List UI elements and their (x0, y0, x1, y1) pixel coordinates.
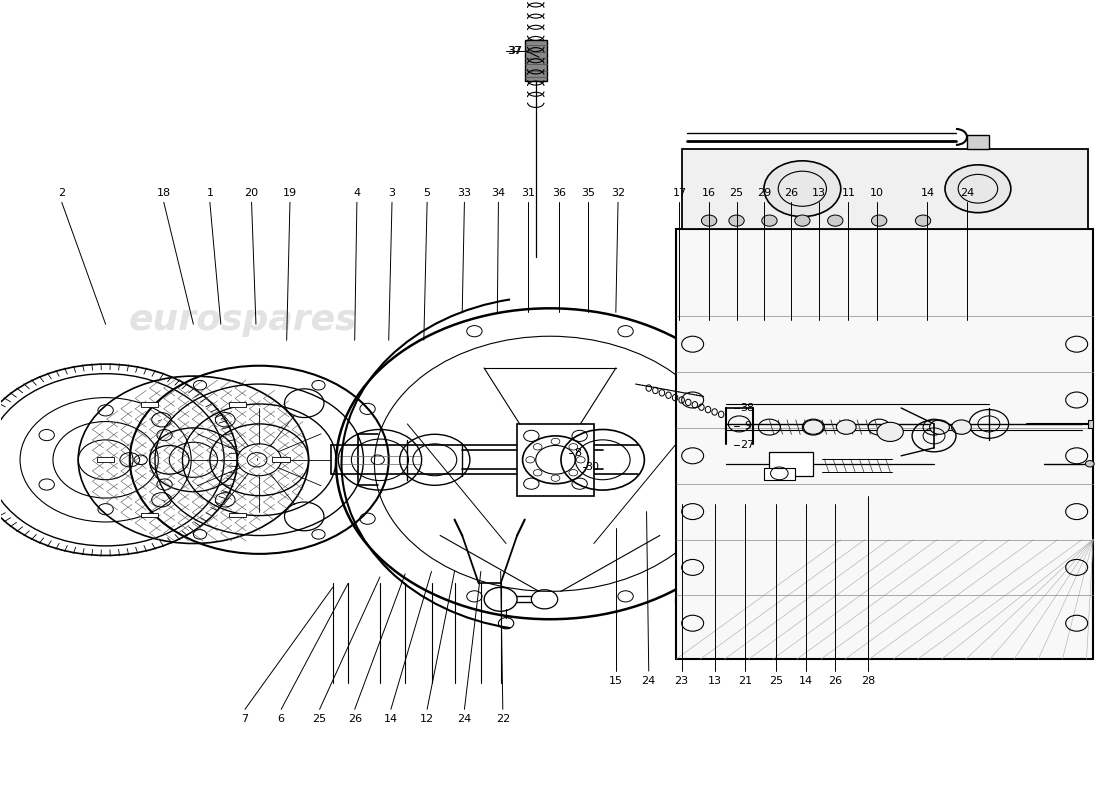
Text: 35: 35 (582, 188, 595, 198)
FancyBboxPatch shape (229, 402, 246, 407)
Text: 10: 10 (870, 188, 884, 198)
Text: 14: 14 (921, 188, 935, 198)
Text: 12: 12 (420, 714, 434, 724)
FancyBboxPatch shape (141, 513, 158, 518)
Text: 27: 27 (740, 441, 755, 450)
Text: 28: 28 (861, 676, 876, 686)
Text: 24: 24 (960, 188, 975, 198)
Text: 26: 26 (784, 188, 799, 198)
Text: 3: 3 (388, 188, 396, 198)
Text: 2: 2 (58, 188, 65, 198)
Text: 17: 17 (672, 188, 686, 198)
Circle shape (930, 420, 949, 434)
Text: 30: 30 (585, 462, 598, 472)
FancyBboxPatch shape (141, 402, 158, 407)
FancyBboxPatch shape (273, 458, 290, 462)
Circle shape (764, 161, 840, 217)
Text: 4: 4 (353, 188, 361, 198)
Circle shape (762, 215, 777, 226)
Text: 25: 25 (312, 714, 327, 724)
FancyBboxPatch shape (229, 513, 246, 518)
Text: 32: 32 (610, 188, 625, 198)
Circle shape (729, 215, 745, 226)
Circle shape (877, 422, 903, 442)
Text: 25: 25 (729, 188, 744, 198)
Circle shape (1086, 461, 1094, 467)
Circle shape (794, 215, 810, 226)
Text: 13: 13 (707, 676, 722, 686)
Text: 29: 29 (757, 188, 771, 198)
Text: 33: 33 (458, 188, 472, 198)
FancyBboxPatch shape (682, 149, 1088, 229)
Text: 38: 38 (740, 403, 755, 413)
Text: 26: 26 (828, 676, 843, 686)
Text: 19: 19 (283, 188, 297, 198)
Text: 37: 37 (507, 46, 521, 56)
FancyBboxPatch shape (97, 458, 114, 462)
FancyBboxPatch shape (764, 468, 794, 480)
FancyBboxPatch shape (517, 424, 594, 496)
FancyBboxPatch shape (676, 229, 1093, 659)
Text: 8: 8 (574, 448, 581, 458)
Circle shape (702, 215, 717, 226)
Text: 36: 36 (552, 188, 565, 198)
Text: 26: 26 (348, 714, 362, 724)
Text: 20: 20 (244, 188, 258, 198)
Text: 16: 16 (702, 188, 716, 198)
Circle shape (803, 420, 823, 434)
Circle shape (945, 165, 1011, 213)
Text: 18: 18 (156, 188, 170, 198)
FancyBboxPatch shape (769, 452, 813, 476)
Text: 31: 31 (521, 188, 535, 198)
Text: 6: 6 (277, 714, 285, 724)
Text: 22: 22 (496, 714, 510, 724)
Text: 25: 25 (769, 676, 783, 686)
Circle shape (952, 420, 971, 434)
Text: 24: 24 (458, 714, 472, 724)
FancyBboxPatch shape (967, 134, 989, 149)
Text: 15: 15 (608, 676, 623, 686)
FancyBboxPatch shape (1088, 420, 1093, 428)
FancyBboxPatch shape (525, 40, 547, 81)
Text: 9: 9 (744, 422, 751, 431)
Text: 34: 34 (492, 188, 506, 198)
Circle shape (836, 420, 856, 434)
Text: 21: 21 (738, 676, 752, 686)
Text: eurospares: eurospares (673, 585, 866, 614)
Circle shape (827, 215, 843, 226)
Text: 37: 37 (508, 46, 522, 56)
Text: 24: 24 (641, 676, 656, 686)
Text: 14: 14 (384, 714, 398, 724)
Text: eurospares: eurospares (129, 303, 358, 338)
Text: 7: 7 (241, 714, 249, 724)
Text: 13: 13 (812, 188, 826, 198)
Circle shape (871, 215, 887, 226)
Text: 11: 11 (842, 188, 856, 198)
Text: 23: 23 (674, 676, 689, 686)
Circle shape (915, 215, 931, 226)
Text: 14: 14 (799, 676, 813, 686)
Text: 1: 1 (207, 188, 213, 198)
Text: 5: 5 (424, 188, 430, 198)
